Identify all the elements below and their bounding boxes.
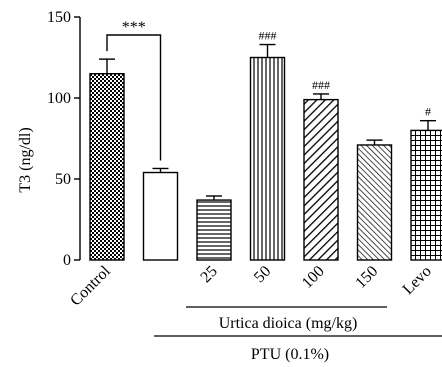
x-tick-labels: Control 25 50 100 150 Levo (67, 262, 435, 309)
x-tick-label: 25 (197, 263, 220, 286)
bar (142, 171, 179, 261)
bars (89, 43, 442, 261)
bar-annotation: ### (259, 29, 277, 43)
urtica-group-label: Urtica dioica (mg/kg) (219, 315, 358, 332)
y-axis-label: T3 (ng/dl) (17, 127, 34, 192)
x-tick-label: 150 (352, 263, 381, 292)
y-tick-label: 100 (47, 90, 71, 107)
bar (196, 199, 232, 261)
x-tick-label: Control (67, 262, 114, 309)
y-tick-label: 0 (63, 252, 71, 269)
bar-annotation: # (425, 105, 431, 119)
bar-annotation: ### (312, 78, 330, 92)
significance-label: *** (122, 19, 146, 36)
bar (356, 144, 393, 261)
y-axis: 0 50 100 150 (47, 9, 81, 269)
x-tick-label: 50 (251, 263, 274, 286)
y-tick-label: 50 (55, 171, 71, 188)
x-tick-label: 100 (299, 263, 328, 292)
bar (410, 129, 442, 261)
x-tick-label: Levo (400, 263, 435, 298)
significance-bracket (106, 34, 162, 161)
bar (89, 72, 125, 261)
y-tick-label: 150 (47, 9, 71, 26)
bar (249, 56, 286, 261)
annotations: #######*** (106, 19, 431, 161)
ptu-group-label: PTU (0.1%) (251, 346, 329, 363)
bar (303, 98, 339, 261)
